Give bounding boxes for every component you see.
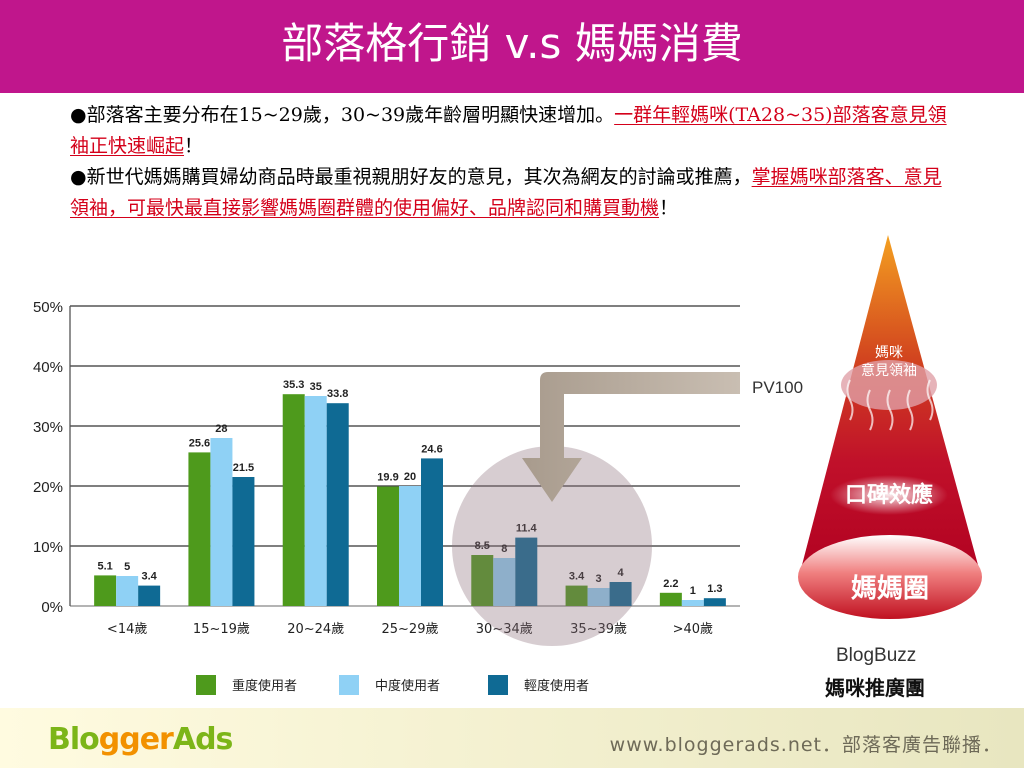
bar — [377, 486, 399, 606]
tip-label-2: 意見領袖 — [861, 362, 917, 379]
tip-ellipse — [841, 360, 937, 410]
bullet-2: ●新世代媽媽購買婦幼商品時最重視親朋好友的意見，其次為網友的討論或推薦，掌握媽咪… — [70, 166, 942, 219]
mid-glow — [830, 475, 948, 515]
bar — [210, 438, 233, 606]
pv-label: PV100 — [752, 378, 804, 397]
data-label: 5 — [124, 561, 130, 573]
bar — [471, 555, 494, 606]
bar — [515, 537, 538, 606]
bar — [703, 598, 726, 606]
bullet-1-highlight: 一群年輕媽咪(TA28~35)部落客意見領袖正快速崛起 — [70, 104, 947, 157]
bar — [282, 394, 305, 606]
data-label: 20 — [404, 471, 416, 483]
footer-url: www.bloggerads.net．部落客廣告聯播． — [609, 734, 1002, 756]
data-label: 21.5 — [233, 462, 254, 474]
data-label: 3.4 — [141, 571, 157, 583]
data-label: 28 — [215, 423, 227, 435]
bar — [94, 575, 117, 606]
base-label: 媽媽圈 — [851, 573, 929, 604]
data-label: 24.6 — [421, 443, 442, 455]
bar — [587, 588, 610, 606]
legend: 重度使用者 中度使用者 輕度使用者 — [196, 675, 589, 695]
bar — [493, 558, 516, 606]
y-tick-labels: 0% 10% 20% 30% 40% 50% — [33, 299, 63, 616]
x-tick-label: >40歲 — [673, 622, 713, 637]
data-label: 35 — [310, 381, 322, 393]
x-tick-label: 20~24歲 — [287, 622, 344, 637]
data-label: 35.3 — [283, 379, 304, 391]
x-tick-label: 25~29歲 — [382, 622, 439, 637]
data-label: 19.9 — [377, 472, 398, 484]
data-label: 11.4 — [516, 523, 538, 535]
data-label: 3.4 — [569, 571, 585, 583]
tip-label-1: 媽咪 — [875, 345, 903, 361]
legend-swatch — [339, 675, 359, 695]
cone-diagram: 媽咪 意見領袖 口碑效應 媽媽圈 — [798, 235, 982, 619]
bar — [399, 486, 421, 606]
bar — [188, 452, 211, 606]
arrow-shape — [522, 372, 740, 502]
bar — [304, 396, 327, 606]
grid-lines — [69, 305, 740, 607]
bar — [116, 576, 139, 606]
legend-swatch — [196, 675, 216, 695]
y-tick-label: 20% — [33, 479, 63, 496]
data-label: 4 — [618, 567, 625, 579]
base-ellipse — [798, 535, 982, 619]
y-tick-label: 50% — [33, 299, 63, 316]
bullet-2-highlight: 掌握媽咪部落客、意見領袖，可最快最直接影響媽媽圈群體的使用偏好、品牌認同和購買動… — [70, 166, 942, 219]
title-banner: 部落格行銷 v.s 媽媽消費 — [0, 0, 1024, 93]
data-label: 3 — [596, 573, 602, 585]
mid-label: 口碑效應 — [845, 482, 933, 508]
data-label: 33.8 — [327, 388, 348, 400]
highlight-circle — [452, 446, 652, 646]
bar — [138, 585, 161, 606]
data-label: 8.5 — [475, 540, 490, 552]
bullet-1: ●部落客主要分布在15~29歲，30~39歲年齡層明顯快速增加。一群年輕媽咪(T… — [70, 104, 947, 157]
bar — [421, 458, 443, 606]
bar — [565, 585, 588, 606]
x-tick-label: 30~34歲 — [476, 622, 533, 637]
data-label: 1 — [690, 585, 696, 597]
legend-label: 重度使用者 — [232, 678, 297, 694]
bar — [681, 600, 704, 606]
bar — [232, 477, 255, 606]
footer: BloggerAds www.bloggerads.net．部落客廣告聯播． — [0, 708, 1024, 768]
bar — [609, 582, 632, 606]
legend-label: 中度使用者 — [375, 678, 440, 694]
data-label: 1.3 — [707, 583, 722, 595]
x-tick-labels: <14歲 15~19歲 20~24歲 25~29歲 30~34歲 35~39歲 >40歲 — [107, 622, 713, 637]
y-tick-label: 30% — [33, 419, 63, 436]
legend-swatch — [488, 675, 508, 695]
bar — [326, 403, 349, 606]
data-label: 2.2 — [663, 578, 678, 590]
wave-lines — [846, 379, 934, 431]
bar — [659, 592, 682, 606]
y-tick-label: 10% — [33, 539, 63, 556]
brand-line-2: 媽咪推廣團 — [825, 676, 925, 700]
y-tick-label: 0% — [41, 599, 63, 616]
bullet-text: ●部落客主要分布在15~29歲，30~39歲年齡層明顯快速增加。一群年輕媽咪(T… — [70, 100, 950, 224]
data-label: 8 — [501, 543, 507, 555]
bars — [94, 394, 726, 606]
x-tick-label: 35~39歲 — [570, 622, 627, 637]
x-tick-label: <14歲 — [107, 622, 147, 637]
data-label: 25.6 — [189, 437, 210, 449]
bar-chart: 5.1 5 3.4 25.6 28 21.5 35.3 35 33.8 19.9 20 24.6 8.5… — [33, 299, 740, 695]
data-label: 5.1 — [97, 560, 112, 572]
slide-title: 部落格行銷 v.s 媽媽消費 — [281, 19, 743, 68]
x-tick-label: 15~19歲 — [193, 622, 250, 637]
data-labels: 5.1 5 3.4 25.6 28 21.5 35.3 35 33.8 19.9 20 24.6 8.5… — [97, 379, 722, 597]
bloggerads-logo: BloggerAds — [48, 722, 233, 757]
y-tick-label: 40% — [33, 359, 63, 376]
legend-label: 輕度使用者 — [524, 678, 589, 694]
brand-line-1: BlogBuzz — [836, 645, 917, 666]
